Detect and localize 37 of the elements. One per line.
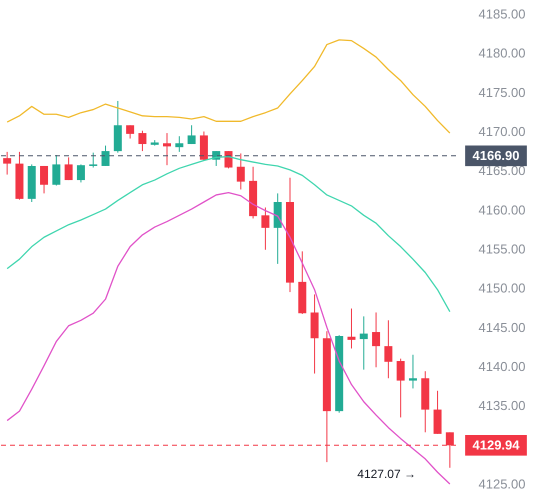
candlestick bbox=[347, 308, 356, 349]
ref-line-label: 4129.94 bbox=[472, 437, 520, 452]
candlestick bbox=[360, 316, 368, 370]
y-tick-label: 4180.00 bbox=[478, 46, 526, 61]
candlestick bbox=[102, 145, 110, 166]
candlestick bbox=[261, 206, 270, 250]
y-tick-label: 4150.00 bbox=[478, 280, 526, 296]
y-tick-label: 4145.00 bbox=[478, 320, 526, 335]
y-tick-label: 4160.00 bbox=[478, 202, 526, 218]
candlestick bbox=[40, 165, 48, 194]
annotation: 4127.07 → bbox=[357, 467, 416, 481]
candlestick bbox=[163, 132, 172, 166]
y-tick-label: 4125.00 bbox=[478, 476, 526, 492]
candlestick bbox=[175, 136, 184, 152]
y-tick-label: 4185.00 bbox=[478, 6, 526, 22]
candlestick bbox=[236, 152, 245, 190]
candlestick bbox=[372, 312, 380, 368]
line-series bbox=[6, 39, 450, 134]
y-tick-label: 4140.00 bbox=[478, 359, 526, 374]
y-tick-label: 4165.00 bbox=[478, 163, 526, 178]
y-tick-label: 4175.00 bbox=[478, 84, 526, 100]
candlestick bbox=[396, 358, 405, 418]
candlestick bbox=[76, 164, 85, 183]
y-tick-label: 4135.00 bbox=[478, 398, 526, 414]
candlestick bbox=[52, 154, 60, 186]
candlestick bbox=[138, 130, 146, 152]
candlestick bbox=[126, 124, 134, 140]
y-tick-label: 4155.00 bbox=[478, 242, 526, 256]
candlestick bbox=[89, 152, 98, 168]
line-series bbox=[6, 192, 450, 485]
candlestick bbox=[188, 124, 196, 145]
candlestick bbox=[224, 150, 232, 169]
y-tick-label: 4170.00 bbox=[478, 124, 526, 139]
candlestick bbox=[384, 320, 392, 379]
candlestick bbox=[64, 156, 73, 181]
ref-line-label: 4166.90 bbox=[472, 148, 520, 163]
candlestick bbox=[3, 151, 12, 176]
